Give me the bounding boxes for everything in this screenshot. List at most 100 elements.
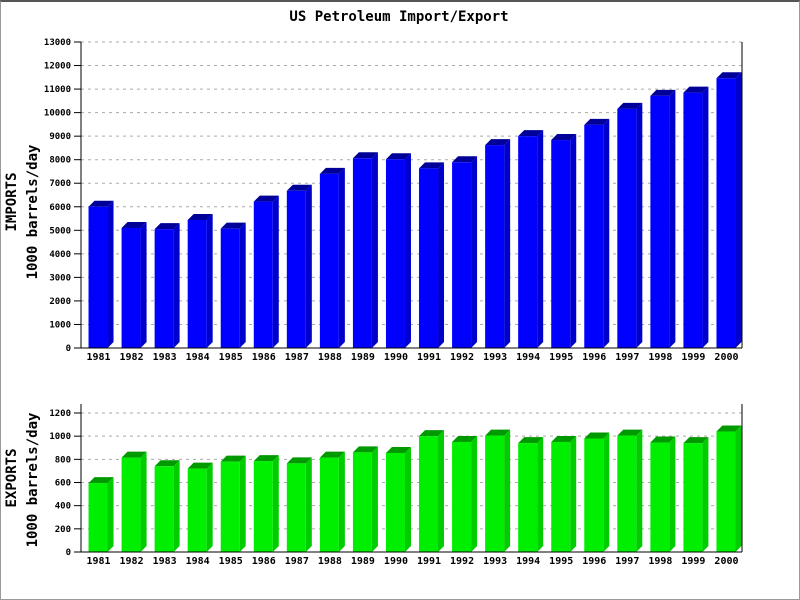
x-tick-label: 1982: [120, 556, 144, 567]
imports-bar-side-face: [636, 102, 643, 348]
y-tick-label: 13000: [44, 38, 71, 48]
imports-bar-1984: 1984: [186, 213, 213, 363]
exports-ylabel-units: 1000 barrels/day: [25, 412, 41, 547]
imports-bar-front-face: [352, 158, 372, 348]
imports-bar-front-face: [220, 228, 240, 348]
x-tick-label: 1986: [252, 556, 276, 567]
exports-bar-top-face: [286, 457, 312, 464]
exports-bar-front-face: [452, 441, 472, 552]
exports-bar-side-face: [404, 446, 411, 552]
exports-bar-side-face: [173, 460, 180, 552]
exports-bar-side-face: [471, 435, 478, 552]
y-tick-label: 12000: [44, 62, 71, 72]
imports-bar-1992: 1992: [450, 156, 478, 363]
imports-bar-side-face: [206, 213, 213, 348]
imports-bar-front-face: [88, 206, 108, 348]
imports-bar-side-face: [239, 222, 246, 348]
y-tick-label: 4000: [49, 250, 71, 260]
exports-bar-top-face: [419, 430, 445, 437]
x-tick-label: 1985: [219, 556, 243, 567]
x-tick-label: 1989: [351, 556, 375, 567]
imports-bar-front-face: [253, 201, 273, 348]
exports-bar-front-face: [286, 463, 306, 552]
imports-bar-1998: 1998: [648, 89, 676, 363]
imports-bar-chart: 0 1000 2000 3000 4000 5000 6000 7000 8000 9000 100…: [44, 38, 743, 363]
exports-bar-top-face: [88, 477, 114, 484]
exports-bar-top-face: [617, 429, 643, 436]
x-tick-label: 1997: [615, 352, 639, 363]
exports-bar-front-face: [584, 438, 604, 552]
imports-bar-top-face: [352, 152, 378, 159]
imports-bar-top-face: [419, 162, 445, 169]
imports-bar-side-face: [404, 153, 411, 348]
exports-bar-top-face: [187, 462, 213, 469]
imports-bar-front-face: [518, 136, 538, 348]
y-tick-label: 600: [55, 479, 71, 489]
exports-bar-top-face: [452, 435, 478, 442]
imports-bar-top-face: [187, 213, 213, 220]
y-tick-label: 1000: [49, 432, 71, 442]
x-tick-label: 1994: [516, 556, 540, 567]
imports-bar-top-face: [485, 139, 511, 146]
imports-bar-side-face: [471, 156, 478, 348]
exports-bar-1988: 1988: [318, 451, 345, 567]
exports-bar-1992: 1992: [450, 435, 478, 567]
imports-bar-front-face: [650, 95, 670, 348]
exports-bar-front-face: [253, 461, 273, 552]
imports-bar-1989: 1989: [351, 152, 378, 363]
imports-bar-1988: 1988: [318, 167, 345, 363]
exports-bar-top-face: [319, 451, 345, 458]
imports-bar-1981: 1981: [86, 200, 114, 363]
exports-bar-chart: 0 200 400 600 800 1000 1200 1981 1982 1983 1984 198…: [49, 404, 743, 567]
x-tick-label: 1994: [516, 352, 540, 363]
exports-bar-side-face: [570, 435, 577, 552]
y-tick-label: 2000: [49, 297, 71, 307]
imports-bar-front-face: [286, 190, 306, 348]
imports-bar-side-face: [537, 130, 544, 348]
x-tick-label: 1984: [186, 556, 210, 567]
imports-bar-side-face: [338, 167, 345, 348]
imports-bar-side-face: [272, 195, 279, 348]
x-tick-label: 1996: [582, 352, 606, 363]
chart-title: US Petroleum Import/Export: [289, 9, 508, 25]
x-tick-label: 1993: [483, 556, 507, 567]
imports-bar-side-face: [305, 184, 312, 348]
exports-bar-front-face: [352, 452, 372, 552]
x-tick-label: 1992: [450, 556, 474, 567]
exports-bar-front-face: [485, 435, 505, 552]
imports-bar-front-face: [187, 219, 207, 348]
y-tick-label: 0: [66, 548, 71, 558]
exports-bar-1987: 1987: [285, 457, 312, 567]
exports-bar-front-face: [319, 457, 339, 552]
imports-bar-front-face: [121, 227, 141, 348]
exports-bar-front-face: [683, 443, 703, 552]
imports-bar-side-face: [107, 200, 114, 348]
exports-bar-front-face: [385, 452, 405, 552]
exports-bar-side-face: [603, 432, 610, 552]
exports-bar-front-face: [220, 461, 240, 552]
exports-bar-1981: 1981: [86, 477, 114, 567]
x-tick-label: 1981: [86, 556, 110, 567]
exports-bar-1999: 1999: [681, 437, 709, 567]
x-tick-label: 1981: [86, 352, 110, 363]
x-tick-label: 1985: [219, 352, 243, 363]
imports-bar-1995: 1995: [549, 134, 577, 363]
imports-bar-top-face: [518, 130, 544, 137]
imports-bar-front-face: [683, 92, 703, 348]
imports-bar-front-face: [452, 162, 472, 348]
imports-bar-front-face: [551, 140, 571, 348]
exports-bar-1998: 1998: [648, 436, 676, 567]
x-tick-label: 1997: [615, 556, 639, 567]
exports-bar-side-face: [305, 457, 312, 552]
imports-bar-1982: 1982: [120, 221, 147, 363]
exports-ylabel: EXPORTS: [4, 448, 20, 507]
x-tick-label: 1988: [318, 556, 342, 567]
imports-bar-side-face: [669, 89, 676, 348]
imports-bar-1985: 1985: [219, 222, 246, 363]
exports-bar-1997: 1997: [615, 429, 643, 567]
x-tick-label: 1991: [417, 352, 441, 363]
exports-bar-top-face: [650, 436, 676, 443]
imports-bar-side-face: [173, 223, 180, 348]
